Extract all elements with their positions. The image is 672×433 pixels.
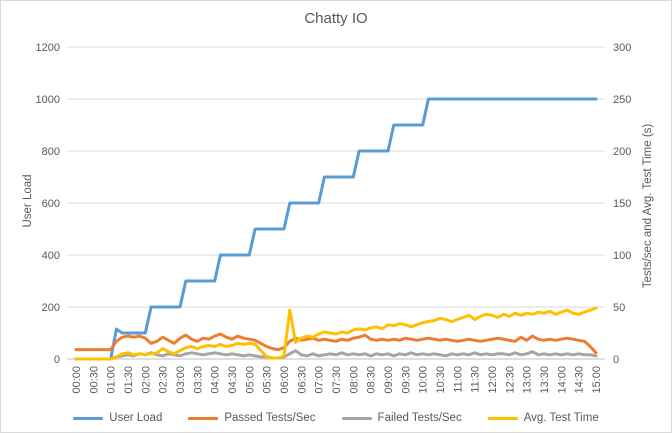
x-axis-tick-label: 03:30 — [192, 366, 204, 394]
x-axis-tick-label: 01:00 — [106, 366, 118, 394]
legend-swatch — [188, 416, 219, 420]
right-axis-tick-label: 300 — [613, 42, 631, 54]
x-axis-tick-label: 00:00 — [71, 366, 83, 394]
right-axis-tick-label: 250 — [613, 94, 631, 106]
x-axis-tick-label: 03:00 — [175, 366, 187, 394]
left-axis-tick-label: 1000 — [36, 94, 60, 106]
x-axis-tick-label: 15:00 — [591, 366, 603, 394]
legend-item-failed-tests-sec: Failed Tests/Sec — [341, 412, 462, 424]
right-axis-tick-label: 150 — [613, 198, 631, 210]
x-axis-tick-label: 11:00 — [452, 366, 464, 393]
left-axis-tick-label: 800 — [42, 146, 60, 158]
x-axis-tick-label: 11:30 — [470, 366, 482, 393]
legend-label: Passed Tests/Sec — [224, 412, 316, 424]
legend-label: User Load — [109, 412, 163, 424]
right-axis-tick-label: 100 — [613, 250, 631, 262]
legend-label: Avg. Test Time — [523, 412, 599, 424]
series-line-user-load — [74, 97, 598, 361]
x-axis-tick-label: 09:30 — [400, 366, 412, 394]
left-axis-tick-label: 400 — [42, 250, 60, 262]
left-axis-title: User Load — [22, 174, 34, 228]
x-axis-tick-label: 02:00 — [140, 366, 152, 394]
legend-item-passed-tests-sec: Passed Tests/Sec — [188, 412, 316, 424]
legend-swatch — [487, 416, 518, 420]
x-axis-tick-label: 05:30 — [262, 366, 274, 394]
x-axis-tick-label: 05:00 — [244, 366, 256, 394]
x-axis-tick-label: 06:30 — [296, 366, 308, 394]
legend: User Load Passed Tests/Sec Failed Tests/Se… — [1, 412, 671, 424]
right-axis-tick-label: 0 — [613, 354, 619, 366]
x-axis-tick-label: 13:00 — [522, 366, 534, 394]
x-axis-tick-label: 04:00 — [210, 366, 222, 394]
x-axis-tick-label: 12:00 — [487, 366, 499, 394]
legend-swatch — [73, 416, 104, 420]
legend-swatch — [341, 416, 372, 420]
x-axis-tick-label: 08:00 — [348, 366, 360, 394]
x-axis-tick-label: 07:00 — [314, 366, 326, 394]
x-axis-tick-label: 14:00 — [556, 366, 568, 394]
legend-item-user-load: User Load — [73, 412, 162, 424]
x-axis-tick-label: 12:30 — [504, 366, 516, 394]
x-axis-tick-label: 08:30 — [366, 366, 378, 394]
series-line-avg-test-time — [74, 306, 598, 361]
x-axis-tick-label: 06:00 — [279, 366, 291, 394]
legend-item-avg-test-time: Avg. Test Time — [487, 412, 599, 424]
legend-label: Failed Tests/Sec — [377, 412, 462, 424]
x-axis-tick-label: 02:30 — [158, 366, 170, 394]
right-axis-title: Tests/sec and Avg. Test Time (s) — [642, 123, 654, 289]
x-axis-tick-label: 09:00 — [383, 366, 395, 394]
x-axis-tick-label: 10:30 — [435, 366, 447, 394]
x-axis-tick-label: 13:30 — [539, 366, 551, 394]
series-line-passed-tests-sec — [74, 332, 598, 355]
left-axis-tick-label: 200 — [42, 302, 60, 314]
right-axis-tick-label: 200 — [613, 146, 631, 158]
chart-title: Chatty IO — [304, 10, 368, 27]
x-axis-tick-label: 10:00 — [418, 366, 430, 394]
right-axis-tick-label: 50 — [613, 302, 625, 314]
x-axis-tick-label: 14:30 — [574, 366, 586, 394]
x-axis-tick-label: 04:30 — [227, 366, 239, 394]
left-axis-tick-label: 0 — [54, 354, 60, 366]
series-line-failed-tests-sec — [74, 349, 598, 361]
x-axis-tick-label: 01:30 — [123, 366, 135, 394]
left-axis-tick-label: 1200 — [36, 42, 60, 54]
x-axis-tick-label: 00:30 — [88, 366, 100, 394]
x-axis-tick-label: 07:30 — [331, 366, 343, 394]
left-axis-tick-label: 600 — [42, 198, 60, 210]
